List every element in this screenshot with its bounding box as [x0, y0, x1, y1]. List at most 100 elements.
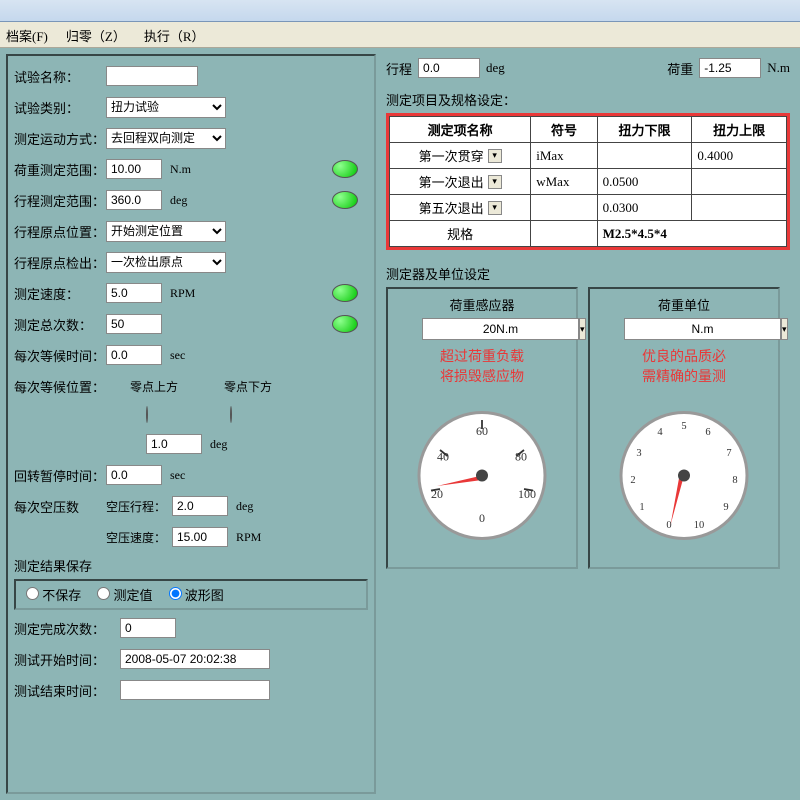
input-travelrange[interactable] — [106, 190, 162, 210]
r3-name: 第五次退出 — [419, 198, 484, 217]
r3-low[interactable]: 0.0300 — [597, 195, 692, 221]
sel-testtype[interactable]: 扭力试验 — [106, 97, 226, 118]
unit-loadrange: N.m — [170, 162, 191, 177]
input-speed[interactable] — [106, 283, 162, 303]
lbl-movemode: 测定运动方式： — [14, 129, 106, 148]
r3-hi[interactable] — [692, 195, 787, 221]
input-airtravel[interactable] — [172, 496, 228, 516]
r3-sym — [531, 195, 597, 221]
spec-table: 测定项名称符号扭力下限扭力上限 第一次贯穿▾iMax0.4000 第一次退出▾w… — [389, 116, 787, 247]
input-done[interactable] — [120, 618, 176, 638]
r1-hi[interactable]: 0.4000 — [692, 143, 787, 169]
led-speed — [332, 284, 358, 302]
input-deg[interactable] — [146, 434, 202, 454]
led-travelrange — [332, 191, 358, 209]
readout-load — [699, 58, 761, 78]
lbl-zeroup: 零点上方 — [130, 378, 178, 395]
lbl-loadrange: 荷重测定范围： — [14, 160, 106, 179]
lbl-end: 测试结束时间： — [14, 681, 120, 700]
r1-sym: iMax — [531, 143, 597, 169]
unit-airspeed: RPM — [236, 530, 261, 545]
svg-text:2: 2 — [630, 475, 635, 486]
gauge2-select[interactable] — [624, 318, 781, 340]
unit-travelrange: deg — [170, 193, 187, 208]
th-low: 扭力下限 — [597, 117, 692, 143]
unit-travel: deg — [486, 60, 505, 76]
spec-table-box: 测定项名称符号扭力下限扭力上限 第一次贯穿▾iMax0.4000 第一次退出▾w… — [386, 113, 790, 250]
th-hi: 扭力上限 — [692, 117, 787, 143]
gauge2: 012345678910 — [609, 393, 759, 543]
input-testname[interactable] — [106, 66, 198, 86]
radio-value[interactable]: 测定值 — [97, 585, 152, 604]
r2-dropdown-icon[interactable]: ▾ — [488, 175, 502, 189]
input-loadrange[interactable] — [106, 159, 162, 179]
input-pause[interactable] — [106, 465, 162, 485]
lbl-start: 测试开始时间： — [14, 650, 120, 669]
r4-name: 规格 — [447, 227, 473, 242]
lbl-homepos: 行程原点位置： — [14, 222, 106, 241]
gauge1-label: 荷重感应器 — [394, 295, 570, 314]
gauge1-box: 荷重感应器 ▾ 超过荷重负载将损毁感应物 204060801000 — [386, 287, 578, 569]
r4-spec[interactable]: M2.5*4.5*4 — [597, 221, 786, 247]
svg-text:8: 8 — [732, 475, 737, 486]
th-sym: 符号 — [531, 117, 597, 143]
lbl-testname: 试验名称： — [14, 67, 106, 86]
gauge1-warn: 超过荷重负载将损毁感应物 — [394, 348, 570, 387]
gauge2-label: 荷重单位 — [596, 295, 772, 314]
input-wait[interactable] — [106, 345, 162, 365]
led-zerodown[interactable] — [230, 406, 232, 423]
sel-homedet[interactable]: 一次检出原点 — [106, 252, 226, 273]
gauge1-dropdown-icon[interactable]: ▾ — [579, 318, 586, 340]
led-loadrange — [332, 160, 358, 178]
lbl-spectitle: 测定项目及规格设定： — [386, 90, 790, 109]
radio-wave[interactable]: 波形图 — [169, 585, 224, 604]
gauge1: 204060801000 — [407, 393, 557, 543]
svg-text:10: 10 — [694, 520, 705, 531]
radio-nosave[interactable]: 不保存 — [26, 585, 81, 604]
svg-text:9: 9 — [723, 502, 728, 513]
lbl-load: 荷重 — [667, 59, 693, 78]
svg-text:7: 7 — [726, 448, 731, 459]
input-total[interactable] — [106, 314, 162, 334]
menu-exec[interactable]: 执行（R） — [144, 26, 205, 43]
lbl-travel: 行程 — [386, 59, 412, 78]
r2-hi[interactable] — [692, 169, 787, 195]
r1-dropdown-icon[interactable]: ▾ — [488, 149, 502, 163]
r1-low[interactable] — [597, 143, 692, 169]
input-airspeed[interactable] — [172, 527, 228, 547]
svg-text:3: 3 — [636, 448, 641, 459]
r1-name: 第一次贯穿 — [419, 146, 484, 165]
left-panel: 试验名称： 试验类别：扭力试验 测定运动方式：去回程双向测定 荷重测定范围：N.… — [6, 54, 376, 794]
right-panel: 行程 deg 荷重 N.m 测定项目及规格设定： 测定项名称符号扭力下限扭力上限… — [382, 54, 794, 794]
unit-deg: deg — [210, 437, 227, 452]
svg-text:1: 1 — [639, 502, 644, 513]
gauge2-box: 荷重单位 ▾ 优良的品质必需精确的量测 012345678910 — [588, 287, 780, 569]
lbl-wait: 每次等候时间： — [14, 346, 106, 365]
lbl-done: 测定完成次数： — [14, 619, 120, 638]
menu-zero[interactable]: 归零（Z） — [66, 26, 126, 43]
input-end — [120, 680, 270, 700]
input-start — [120, 649, 270, 669]
gauge1-select[interactable] — [422, 318, 579, 340]
lbl-airtravel: 空压行程： — [106, 498, 172, 515]
menubar: 档案(F) 归零（Z） 执行（R） — [0, 22, 800, 48]
sel-movemode[interactable]: 去回程双向测定 — [106, 128, 226, 149]
gauge2-dropdown-icon[interactable]: ▾ — [781, 318, 788, 340]
unit-pause: sec — [170, 468, 185, 483]
readout-travel — [418, 58, 480, 78]
radio-save-group: 不保存 测定值 波形图 — [14, 579, 368, 610]
sel-homepos[interactable]: 开始测定位置 — [106, 221, 226, 242]
r3-dropdown-icon[interactable]: ▾ — [488, 201, 502, 215]
lbl-gaugestitle: 测定器及单位设定 — [386, 264, 790, 283]
lbl-air: 每次空压数 — [14, 497, 106, 516]
lbl-zerodown: 零点下方 — [224, 378, 272, 395]
lbl-waitpos: 每次等候位置： — [14, 377, 106, 396]
r2-low[interactable]: 0.0500 — [597, 169, 692, 195]
led-zeroup[interactable] — [146, 406, 148, 423]
unit-speed: RPM — [170, 286, 195, 301]
menu-file[interactable]: 档案(F) — [6, 26, 48, 43]
r2-sym: wMax — [531, 169, 597, 195]
svg-text:6: 6 — [705, 427, 710, 438]
svg-text:0: 0 — [666, 520, 671, 531]
r4-sym — [531, 221, 597, 247]
